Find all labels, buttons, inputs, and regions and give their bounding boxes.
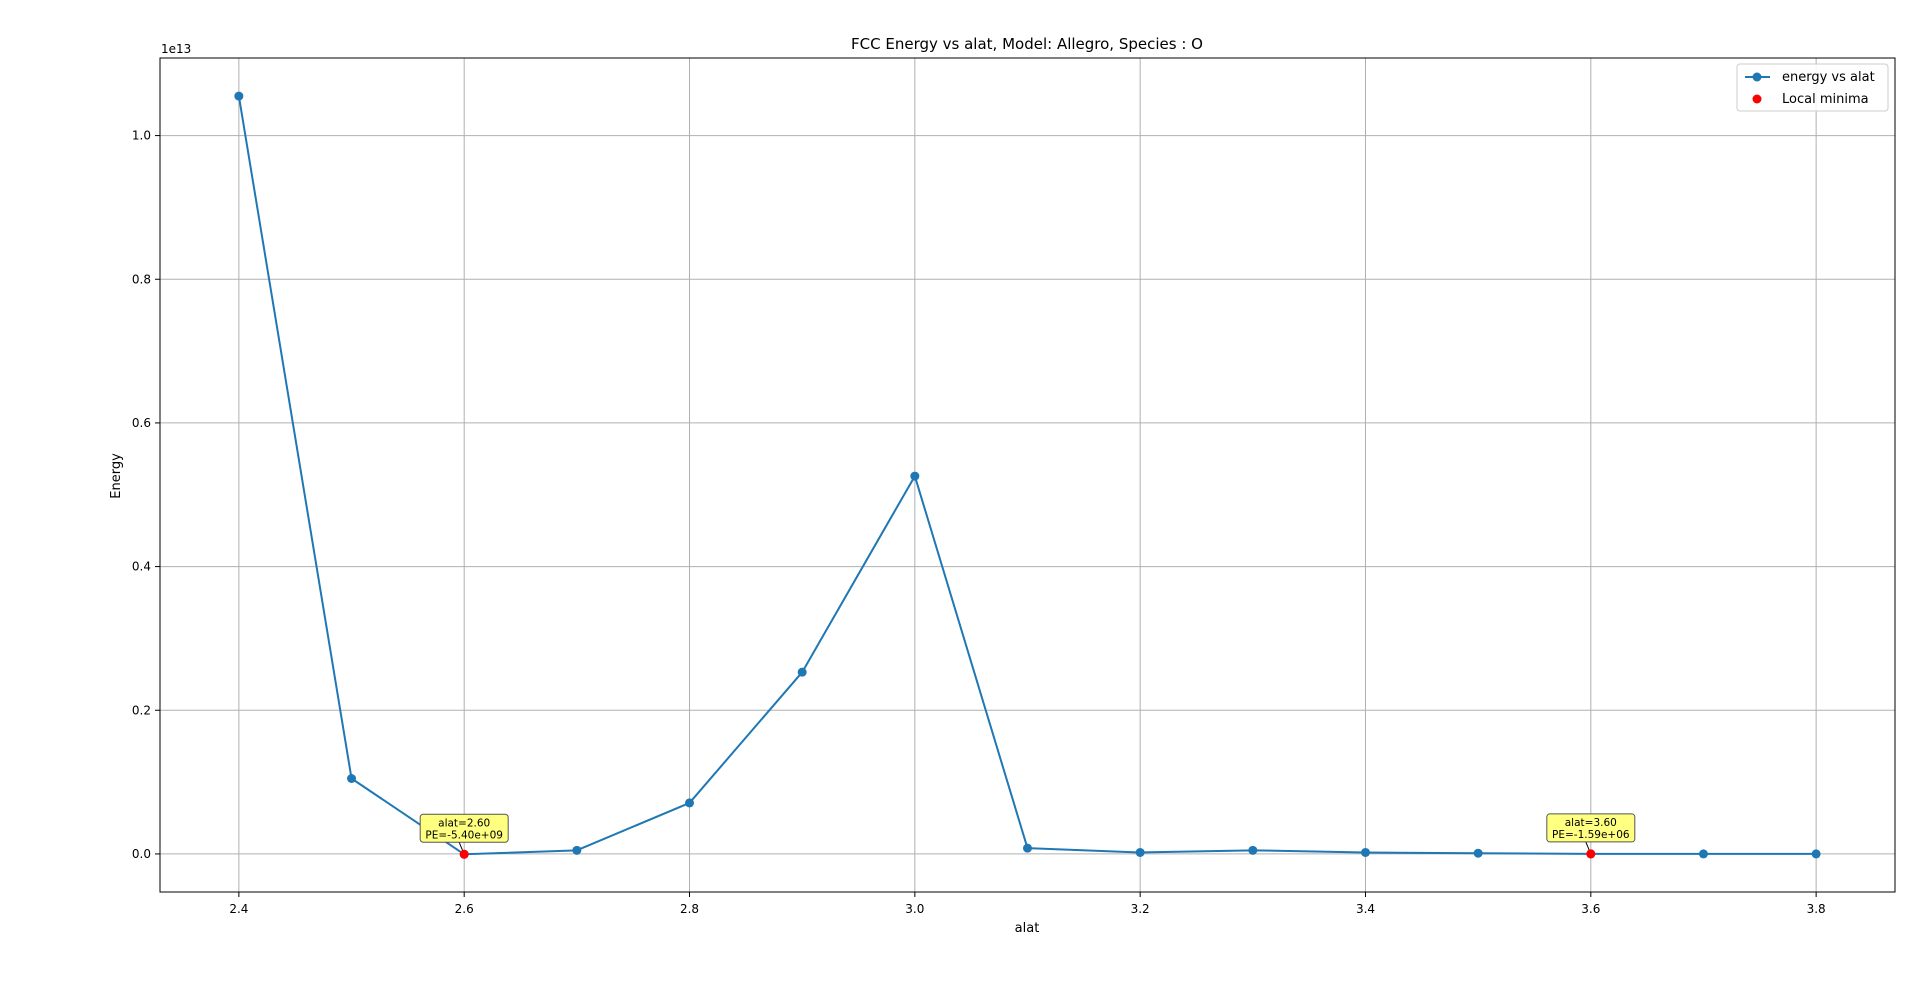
data-point — [797, 667, 807, 677]
annotation-box — [1546, 813, 1636, 843]
x-tick-label: 2.6 — [455, 902, 474, 916]
data-point — [1248, 845, 1258, 855]
data-point — [234, 91, 244, 101]
legend-marker-swatch — [1752, 72, 1762, 82]
data-point — [347, 774, 357, 784]
data-point — [1360, 847, 1370, 857]
local-minimum-point — [1586, 849, 1596, 859]
x-axis-ticks: 2.4 2.6 2.8 3.0 3.2 3.4 3.6 3.8 — [229, 892, 1826, 916]
plot-frame — [159, 57, 1896, 893]
x-tick-label: 3.2 — [1131, 902, 1150, 916]
y-axis-ticks: 0.0 0.2 0.4 0.6 0.8 1.0 — [132, 129, 160, 861]
annotation-pe-text: PE=-1.59e+06 — [1552, 829, 1630, 841]
series-layer — [234, 91, 1821, 859]
x-tick-label: 3.8 — [1807, 902, 1826, 916]
data-point — [1135, 847, 1145, 857]
chart-title: FCC Energy vs alat, Model: Allegro, Spec… — [851, 35, 1203, 53]
y-tick-label: 0.0 — [132, 847, 151, 861]
annotation-alat-text: alat=2.60 — [438, 817, 490, 829]
series-line — [237, 95, 1817, 856]
y-tick-label: 0.8 — [132, 272, 151, 286]
y-tick-label: 1.0 — [132, 129, 151, 143]
y-tick-label: 0.4 — [132, 560, 151, 574]
y-tick-label: 0.2 — [132, 703, 151, 717]
legend-box — [1736, 63, 1889, 112]
annotation-pe-text: PE=-5.40e+09 — [425, 829, 503, 841]
x-tick-label: 2.4 — [229, 902, 248, 916]
x-tick-label: 3.0 — [905, 902, 924, 916]
y-offset-label: 1e13 — [161, 42, 191, 56]
data-point — [1473, 848, 1483, 858]
local-minimum-point — [459, 849, 469, 859]
y-axis-label: Energy — [109, 453, 124, 499]
legend-label-minima: Local minima — [1782, 92, 1869, 107]
legend-minima-swatch — [1752, 94, 1762, 104]
data-point — [910, 471, 920, 481]
data-point — [572, 845, 582, 855]
data-point — [1811, 849, 1821, 859]
data-point — [1698, 849, 1708, 859]
x-tick-label: 2.8 — [680, 902, 699, 916]
x-axis-label: alat — [1015, 921, 1040, 936]
legend-label-series: energy vs alat — [1782, 70, 1875, 85]
data-point — [685, 798, 695, 808]
legend: energy vs alat Local minima — [1736, 63, 1889, 112]
x-tick-label: 3.4 — [1356, 902, 1375, 916]
annotation-box — [419, 813, 509, 843]
annotation-alat-text: alat=3.60 — [1565, 817, 1617, 829]
data-point — [1023, 843, 1032, 853]
grid — [160, 58, 1895, 892]
y-tick-label: 0.6 — [132, 416, 151, 430]
x-tick-label: 3.6 — [1581, 902, 1600, 916]
